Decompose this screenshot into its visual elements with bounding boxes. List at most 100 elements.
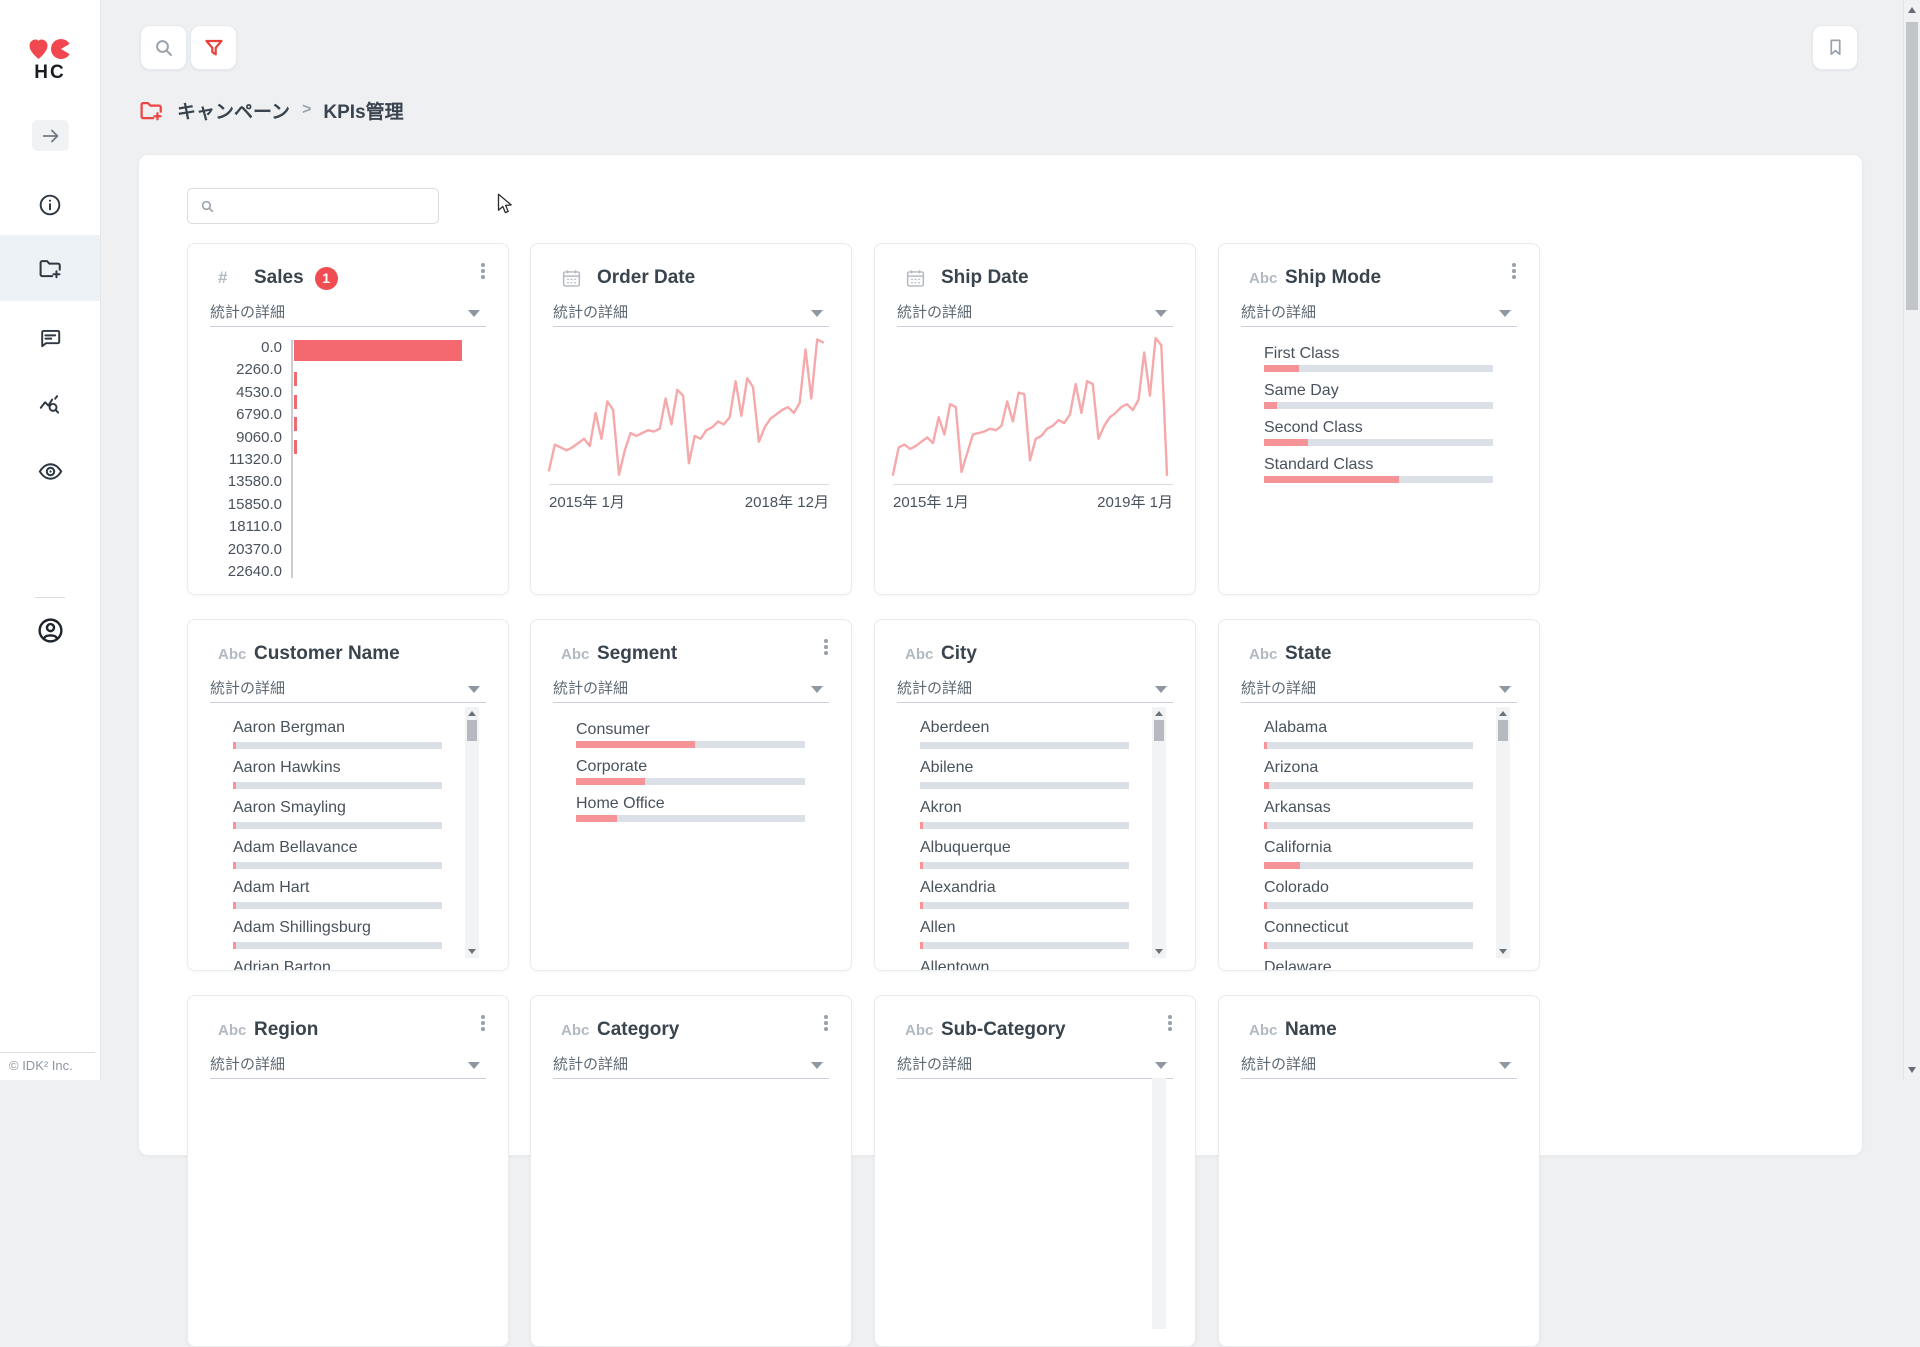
card-menu-button[interactable] (1505, 260, 1523, 282)
value-row-label[interactable]: Standard Class (1264, 456, 1374, 473)
value-row-label[interactable]: California (1264, 839, 1332, 856)
sidebar-item-comments[interactable] (0, 310, 100, 366)
list-scrollbar[interactable] (1496, 707, 1510, 958)
sidebar-item-campaigns[interactable] (0, 235, 100, 301)
stats-detail-select[interactable]: 統計の詳細 (897, 677, 1173, 703)
scroll-down-arrow-icon[interactable] (1908, 1067, 1916, 1073)
user-icon (36, 616, 65, 645)
sidebar-collapse-button[interactable] (32, 120, 69, 151)
stats-detail-select[interactable]: 統計の詳細 (210, 301, 486, 327)
stats-detail-select[interactable]: 統計の詳細 (210, 1053, 486, 1079)
value-row-label[interactable]: Abilene (920, 759, 974, 776)
sidebar-item-analytics[interactable] (0, 377, 100, 433)
value-bar-fill (1264, 782, 1269, 789)
page-scrollbar[interactable] (1903, 0, 1920, 1080)
stats-detail-select[interactable]: 統計の詳細 (1241, 677, 1517, 703)
value-row-label[interactable]: Alexandria (920, 879, 996, 896)
breadcrumb-item-campaign[interactable]: キャンペーン (177, 101, 291, 123)
value-bar-track (233, 822, 442, 829)
folder-plus-icon (138, 97, 165, 124)
value-row-label[interactable]: Akron (920, 799, 962, 816)
scroll-up-arrow-icon[interactable] (1908, 7, 1916, 13)
value-row-label[interactable]: Adrian Barton (233, 959, 331, 971)
value-row-label[interactable]: Home Office (576, 795, 665, 812)
scroll-up-arrow-icon[interactable] (1499, 711, 1507, 716)
value-row-label[interactable]: Same Day (1264, 382, 1339, 399)
value-row-label[interactable]: Allen (920, 919, 956, 936)
scrollbar-thumb[interactable] (1498, 720, 1508, 741)
calendar-icon (905, 268, 941, 289)
sidebar-item-account[interactable] (0, 602, 100, 658)
value-row-label[interactable]: First Class (1264, 345, 1340, 362)
histogram-bar[interactable] (293, 372, 297, 387)
histogram-bar[interactable] (293, 439, 297, 454)
scroll-down-arrow-icon[interactable] (1155, 949, 1163, 954)
bookmark-button[interactable] (1812, 25, 1858, 70)
histogram-bar[interactable] (293, 394, 297, 409)
stats-detail-select[interactable]: 統計の詳細 (553, 1053, 829, 1079)
global-search-button[interactable] (140, 25, 187, 70)
value-row-label[interactable]: Albuquerque (920, 839, 1011, 856)
scrollbar-thumb[interactable] (1154, 720, 1164, 741)
axis-tick-label: 2260.0 (236, 361, 282, 379)
value-row-label[interactable]: Delaware (1264, 959, 1332, 971)
value-row-label[interactable]: Arkansas (1264, 799, 1331, 816)
list-scrollbar[interactable] (465, 707, 479, 958)
value-row-label[interactable]: Corporate (576, 758, 648, 775)
value-row-label[interactable]: Colorado (1264, 879, 1329, 896)
card-title: Sales (254, 267, 304, 288)
value-row-label[interactable]: Aaron Smayling (233, 799, 346, 816)
card-menu-button[interactable] (817, 1012, 835, 1034)
list-scrollbar[interactable] (1152, 1078, 1166, 1329)
filter-button[interactable] (190, 25, 237, 70)
value-bar-track (1264, 782, 1473, 789)
stats-detail-select[interactable]: 統計の詳細 (897, 301, 1173, 327)
card-header: Abc City (905, 640, 977, 668)
value-row-label[interactable]: Adam Shillingsburg (233, 919, 371, 936)
value-row-label[interactable]: Adam Hart (233, 879, 310, 896)
histogram-bar[interactable] (293, 340, 462, 361)
scroll-down-arrow-icon[interactable] (468, 949, 476, 954)
card-title: Segment (597, 643, 678, 664)
value-bar-track (920, 902, 1129, 909)
card-title: City (941, 643, 977, 664)
stats-detail-select[interactable]: 統計の詳細 (1241, 301, 1517, 327)
value-row-label[interactable]: Allentown (920, 959, 990, 971)
value-row-label[interactable]: Alabama (1264, 719, 1328, 736)
value-bar-track (233, 742, 442, 749)
value-row-label[interactable]: Arizona (1264, 759, 1319, 776)
value-row-label[interactable]: Aberdeen (920, 719, 990, 736)
stats-detail-select[interactable]: 統計の詳細 (553, 677, 829, 703)
text-type-icon: Abc (1249, 1021, 1278, 1039)
stats-detail-select[interactable]: 統計の詳細 (210, 677, 486, 703)
search-input[interactable] (224, 197, 438, 215)
scroll-up-arrow-icon[interactable] (1155, 711, 1163, 716)
chevron-down-icon (1155, 686, 1167, 693)
scroll-down-arrow-icon[interactable] (1499, 949, 1507, 954)
scrollbar-thumb[interactable] (467, 720, 477, 741)
stats-detail-select[interactable]: 統計の詳細 (897, 1053, 1173, 1079)
histogram-bar[interactable] (293, 417, 297, 432)
card-menu-button[interactable] (1161, 1012, 1179, 1034)
scroll-up-arrow-icon[interactable] (468, 711, 476, 716)
card-category: Abc Category 統計の詳細 (530, 995, 852, 1347)
text-type-icon: Abc (905, 1021, 934, 1039)
value-row-label[interactable]: Aaron Hawkins (233, 759, 341, 776)
card-title: Order Date (597, 267, 696, 288)
x-axis-start-label: 2015年 1月 (893, 494, 969, 511)
stats-detail-select[interactable]: 統計の詳細 (553, 301, 829, 327)
sidebar-item-info[interactable] (0, 177, 100, 233)
value-row-label[interactable]: Aaron Bergman (233, 719, 346, 736)
value-row-label[interactable]: Second Class (1264, 419, 1363, 436)
list-scrollbar[interactable] (1152, 707, 1166, 958)
scrollbar-thumb[interactable] (1906, 22, 1918, 310)
card-menu-button[interactable] (474, 1012, 492, 1034)
value-row-label[interactable]: Consumer (576, 721, 650, 738)
sidebar-item-watch[interactable] (0, 443, 100, 499)
card-menu-button[interactable] (817, 636, 835, 658)
card-menu-button[interactable] (474, 260, 492, 282)
value-row-label[interactable]: Connecticut (1264, 919, 1349, 936)
card-title: Sub-Category (941, 1019, 1066, 1040)
stats-detail-select[interactable]: 統計の詳細 (1241, 1053, 1517, 1079)
value-row-label[interactable]: Adam Bellavance (233, 839, 358, 856)
